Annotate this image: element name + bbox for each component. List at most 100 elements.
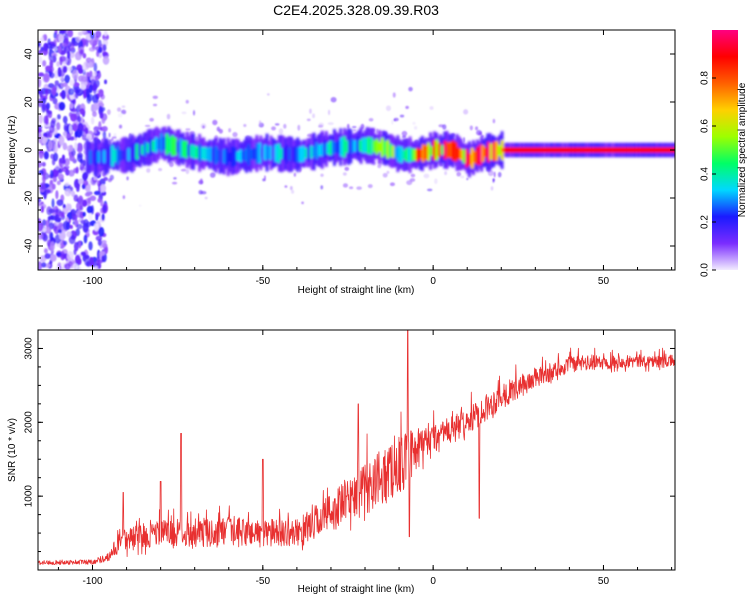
spectrogram-noise-blob bbox=[53, 152, 59, 162]
spectrogram-noise-blob bbox=[79, 163, 84, 171]
spectrogram-ridge-cell bbox=[288, 147, 292, 161]
spectrogram-speckle bbox=[444, 171, 448, 176]
spectrogram-noise-blob bbox=[73, 194, 79, 202]
spectrogram-speckle bbox=[423, 173, 430, 179]
spectrogram-speckle bbox=[278, 128, 284, 135]
spectrogram-ridge-cell bbox=[236, 151, 240, 161]
spectrogram-ridge-cell bbox=[238, 149, 243, 163]
spectrogram-ridge-cell bbox=[334, 141, 338, 154]
spectrogram-ridge-core bbox=[508, 148, 512, 152]
spectrogram-noise-blob bbox=[70, 113, 77, 122]
spectrogram-noise-blob bbox=[81, 30, 87, 34]
spectrogram-noise-blob bbox=[49, 72, 55, 79]
spectrogram-noise-blob bbox=[69, 144, 73, 149]
colorbar-tick-label: 0.8 bbox=[700, 71, 711, 85]
spectrogram-speckle bbox=[352, 125, 357, 129]
spectrogram-speckle bbox=[385, 105, 392, 112]
spectrogram-ridge-cell bbox=[285, 144, 289, 164]
spectrogram-noise-blob bbox=[45, 65, 52, 72]
spectrogram-noise-blob bbox=[67, 30, 74, 38]
spectrogram-noise-blob bbox=[38, 152, 44, 159]
spectrogram-ridge-cell bbox=[446, 141, 450, 159]
spectrogram-ridge-core bbox=[610, 148, 614, 152]
spectrogram-noise-blob bbox=[56, 199, 64, 206]
spectrogram-ridge-core bbox=[552, 148, 556, 152]
spectrogram-noise-blob bbox=[53, 32, 57, 39]
spectrogram-speckle bbox=[118, 124, 123, 129]
spectrogram-ridge-cell bbox=[427, 142, 431, 162]
spectrogram-noise-blob bbox=[47, 215, 52, 221]
snr-x-tick-label: -100 bbox=[82, 576, 102, 587]
spectrogram-noise-blob bbox=[57, 229, 63, 234]
spectrogram-noise-blob bbox=[51, 86, 57, 96]
spectrogram-noise-blob bbox=[55, 190, 59, 200]
spectrogram-ridge-cell bbox=[486, 141, 491, 163]
spectrogram-ridge-cell bbox=[356, 136, 360, 156]
spectrogram-speckle bbox=[356, 186, 362, 190]
spectrogram-noise-blob bbox=[62, 220, 70, 231]
spectrogram-noise-blob bbox=[81, 199, 88, 207]
spectrogram-speckle bbox=[181, 111, 187, 115]
spectrogram-ridge-cell bbox=[350, 138, 354, 154]
spectrogram-speckle bbox=[266, 93, 270, 96]
spectrogram-noise-blob bbox=[103, 176, 108, 181]
spectrogram-speckle bbox=[460, 175, 465, 179]
spectrogram-noise-blob bbox=[88, 241, 93, 251]
spectrogram-ridge-core bbox=[583, 148, 587, 152]
spectrogram-noise-blob bbox=[90, 116, 95, 125]
spectrogram-noise-blob bbox=[45, 115, 49, 126]
spectrogram-noise-blob bbox=[89, 195, 97, 202]
spectrogram-speckle bbox=[152, 95, 158, 99]
spectrogram-noise-blob bbox=[43, 151, 49, 160]
spectrogram-ridge-cell bbox=[320, 143, 324, 157]
spectrogram-noise-blob bbox=[38, 72, 45, 77]
spectrogram-noise-blob bbox=[64, 188, 72, 197]
spectrogram-noise-blob bbox=[92, 94, 99, 104]
spectrogram-noise-blob bbox=[47, 110, 53, 115]
spectrogram-ridge-cell bbox=[388, 143, 393, 158]
snr-y-axis-label: SNR (10 * v/v) bbox=[7, 418, 18, 482]
spectrogram-speckle bbox=[108, 132, 111, 138]
spectrogram-ridge-core bbox=[501, 148, 505, 152]
spectrogram-noise-blob bbox=[77, 103, 81, 112]
spectrogram-noise-blob bbox=[93, 176, 98, 181]
spectrogram-ridge-cell bbox=[484, 147, 488, 158]
spectrogram-ridge-cell bbox=[89, 150, 93, 165]
spectrogram-ridge-cell bbox=[198, 143, 202, 163]
colorbar-tick-label: 0.4 bbox=[700, 167, 711, 181]
spectrogram-speckle bbox=[330, 96, 337, 103]
spectrogram-noise-blob bbox=[71, 211, 75, 222]
spectrogram-noise-blob bbox=[53, 38, 59, 44]
spectrogram-ridge-cell bbox=[369, 137, 373, 155]
spectrogram-ridge-core bbox=[630, 148, 635, 152]
spectrogram-ridge-cell bbox=[91, 149, 96, 165]
spectrogram-noise-blob bbox=[56, 61, 60, 67]
spectrogram-y-axis-label: Frequency (Hz) bbox=[7, 116, 18, 185]
spectrogram-ridge-cell bbox=[353, 140, 357, 152]
spectrogram-ridge-cell bbox=[375, 138, 379, 155]
spectrogram-noise-blob bbox=[66, 66, 73, 72]
spectrogram-ridge-core bbox=[569, 148, 573, 152]
spectrogram-ridge-core bbox=[572, 148, 577, 152]
spectrogram-ridge-cell bbox=[159, 133, 164, 153]
spectrogram-ridge-core bbox=[518, 148, 522, 152]
spectrogram-speckle bbox=[368, 118, 374, 122]
spectrogram-ridge-cell bbox=[337, 140, 341, 155]
spectrogram-speckle bbox=[475, 126, 479, 131]
spectrogram-noise-blob bbox=[54, 164, 60, 171]
spectrogram-speckle bbox=[442, 124, 447, 130]
spectrogram-noise-blob bbox=[59, 56, 63, 66]
spectrogram-speckle bbox=[111, 136, 117, 139]
spectrogram-noise-blob bbox=[79, 49, 84, 55]
spectrogram-ridge-cell bbox=[339, 137, 344, 157]
spectrogram-noise-blob bbox=[48, 208, 56, 214]
spectrogram-ridge-cell bbox=[99, 147, 104, 166]
spectrogram-ridge-cell bbox=[443, 140, 447, 160]
spectrogram-ridge-cell bbox=[241, 150, 245, 161]
spectrogram-x-tick-label: 0 bbox=[430, 276, 436, 287]
spectrogram-speckle bbox=[117, 112, 123, 118]
snr-x-axis-label: Height of straight line (km) bbox=[298, 584, 415, 595]
spectrogram-ridge-cell bbox=[219, 149, 224, 163]
spectrogram-x-tick-label: -100 bbox=[82, 276, 102, 287]
